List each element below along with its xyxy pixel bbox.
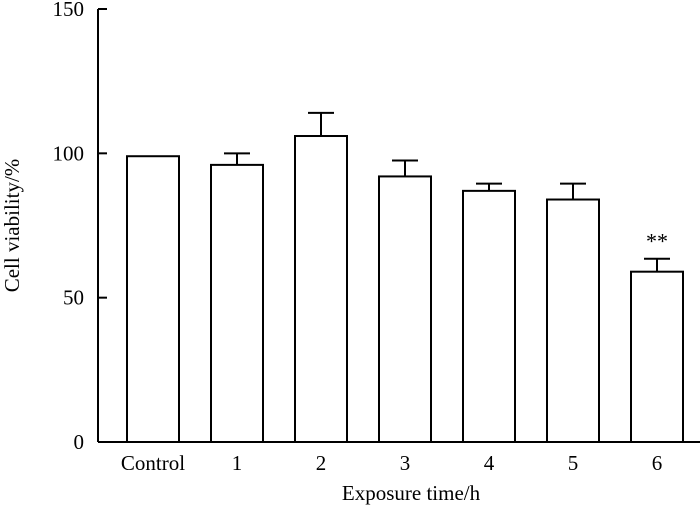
y-tick-label: 0 — [74, 430, 85, 454]
x-tick-label: 5 — [568, 451, 579, 475]
bar — [546, 198, 600, 443]
error-bar — [476, 182, 502, 191]
y-tick-label: 50 — [63, 286, 84, 310]
y-axis-label: Cell viability/% — [0, 159, 24, 293]
x-axis: Control 1 2 3 4 5 6 — [98, 441, 700, 475]
y-tick-label: 150 — [53, 0, 85, 21]
bar — [294, 135, 348, 443]
bar — [462, 189, 516, 443]
error-bar — [308, 111, 334, 137]
x-tick-label: 1 — [232, 451, 243, 475]
error-bar — [560, 182, 586, 200]
significance-marker: ** — [646, 229, 668, 254]
error-bar — [224, 152, 250, 165]
error-bars — [224, 111, 670, 272]
y-axis: 0 50 100 150 — [53, 0, 107, 454]
error-bar — [392, 159, 418, 177]
bar — [378, 175, 432, 443]
bar — [210, 163, 264, 443]
x-tick-label: Control — [121, 451, 185, 475]
x-axis-label: Exposure time/h — [342, 481, 481, 505]
error-bar — [644, 257, 670, 272]
x-tick-label: 2 — [316, 451, 327, 475]
y-tick-label: 100 — [53, 141, 85, 165]
x-tick-label: 6 — [652, 451, 663, 475]
annotations: ** — [646, 229, 668, 254]
bar — [126, 155, 180, 443]
bars — [126, 135, 684, 444]
bar — [630, 270, 684, 444]
x-tick-label: 4 — [484, 451, 495, 475]
x-tick-label: 3 — [400, 451, 411, 475]
